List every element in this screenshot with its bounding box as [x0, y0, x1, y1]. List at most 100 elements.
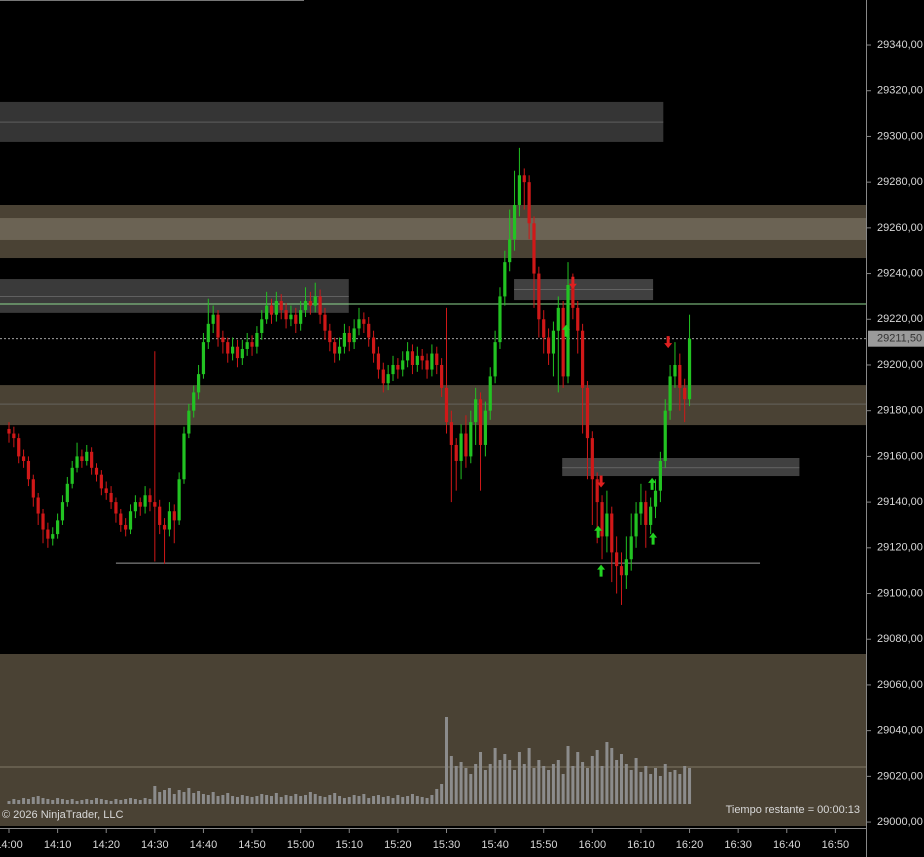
volume-bar: [226, 793, 230, 804]
candle-body: [595, 479, 599, 503]
candle-body: [119, 513, 123, 525]
volume-bar: [566, 746, 570, 804]
candle-body: [294, 314, 298, 324]
volume-bar: [595, 750, 599, 804]
candle-body: [187, 410, 191, 434]
volume-bar: [318, 796, 322, 804]
y-tick-label: 29180,00: [877, 405, 923, 417]
candle-body: [250, 342, 254, 347]
candle-body: [425, 360, 429, 370]
y-tick-label: 29100,00: [877, 587, 923, 599]
volume-bar: [425, 798, 429, 804]
copyright: © 2026 NinjaTrader, LLC: [2, 809, 123, 821]
candle-body: [143, 495, 147, 507]
volume-bar: [231, 796, 235, 804]
volume-bar: [153, 786, 157, 804]
candle-body: [255, 332, 259, 347]
candle-body: [517, 175, 522, 206]
candle-body: [367, 323, 371, 338]
volume-bar: [367, 798, 371, 804]
candle-body: [177, 479, 181, 521]
last-price-box: [868, 330, 924, 347]
candle-body: [182, 433, 186, 480]
candle-body: [192, 392, 196, 411]
volume-bar: [313, 794, 317, 804]
volume-bar: [177, 790, 181, 804]
volume-bar: [551, 764, 555, 804]
candle-body: [46, 529, 50, 539]
candle-body: [362, 319, 366, 324]
candle-body: [333, 342, 337, 354]
candle-body: [571, 284, 575, 308]
candle-body: [201, 342, 206, 375]
candle-body: [406, 351, 410, 361]
volume-bar: [197, 791, 201, 804]
volume-bar: [401, 797, 405, 804]
volume-bar: [522, 764, 526, 804]
volume-bar: [513, 770, 517, 804]
volume-bar: [410, 794, 414, 804]
candle-body: [644, 502, 648, 525]
candle-body: [114, 502, 118, 514]
volume-bar: [192, 793, 196, 804]
candle-body: [629, 536, 633, 560]
x-tick-label: 15:00: [287, 839, 315, 851]
y-tick-label: 29000,00: [877, 816, 923, 828]
volume-bar: [80, 800, 84, 804]
x-tick-label: 15:40: [481, 839, 509, 851]
candle-body: [649, 506, 653, 525]
candle-body: [503, 262, 507, 297]
candle-body: [624, 559, 628, 576]
candle-body: [687, 338, 692, 400]
volume-bar: [201, 794, 205, 804]
candle-body: [585, 387, 590, 439]
signal-arrow: [597, 475, 606, 488]
volume-bar: [51, 800, 55, 804]
volume-bar: [654, 768, 658, 804]
candle-body: [532, 223, 536, 274]
signal-arrow: [664, 336, 673, 349]
candle-body: [65, 483, 69, 503]
candle-body: [17, 438, 21, 457]
volume-bar: [576, 752, 580, 804]
volume-bar: [459, 762, 463, 804]
volume-bar: [590, 756, 594, 804]
candle-body: [444, 387, 449, 423]
volume-bar: [372, 796, 376, 804]
volume-bar: [221, 795, 225, 804]
candle-body: [658, 460, 662, 491]
volume-bar: [532, 768, 536, 804]
candle-body: [289, 314, 293, 320]
candle-body: [221, 337, 225, 343]
volume-bar: [90, 800, 94, 804]
candle-body: [483, 410, 487, 445]
volume-bar: [435, 789, 439, 804]
candle-body: [245, 342, 249, 349]
volume-bar: [649, 774, 653, 804]
volume-bar: [250, 797, 254, 804]
zone: [562, 457, 800, 477]
y-tick-label: 29020,00: [877, 770, 923, 782]
volume-bar: [498, 760, 502, 804]
candle-body: [85, 451, 89, 461]
candle-body: [469, 422, 473, 457]
volume-bar: [547, 770, 551, 804]
candle-body: [226, 342, 230, 354]
volume-bar: [362, 794, 366, 804]
volume-bar: [274, 793, 278, 804]
candle-body: [474, 399, 478, 423]
candle-body: [610, 513, 614, 553]
volume-bar: [260, 794, 264, 804]
y-tick-label: 29340,00: [877, 39, 923, 51]
y-tick-label: 29080,00: [877, 633, 923, 645]
candle-body: [231, 346, 235, 354]
plot-area: [0, 0, 866, 564]
y-tick-label: 29120,00: [877, 542, 923, 554]
volume-bar: [624, 764, 628, 804]
volume-bar: [99, 799, 103, 804]
x-tick-label: 16:30: [724, 839, 752, 851]
volume-bar: [440, 784, 444, 804]
volume-bar: [376, 795, 380, 804]
candle-body: [70, 467, 74, 484]
volume-bar: [600, 766, 604, 804]
